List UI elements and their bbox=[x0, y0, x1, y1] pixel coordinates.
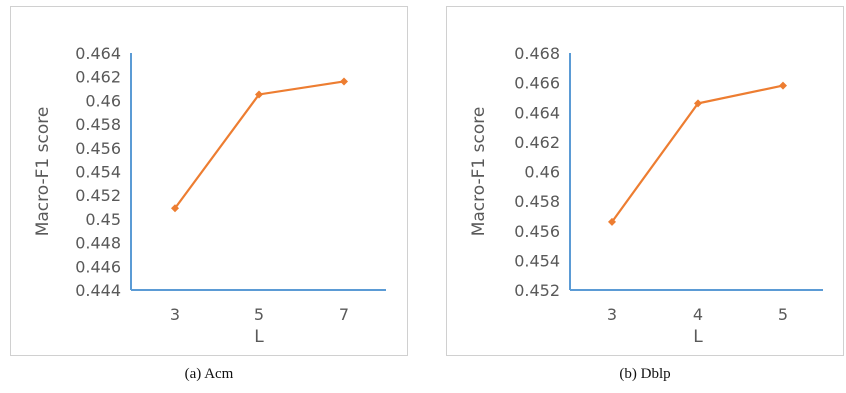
chart-a-series-line bbox=[174, 80, 345, 209]
chart-b-data-point bbox=[694, 99, 702, 108]
chart-a-y-tick-label: 0.448 bbox=[75, 234, 121, 253]
chart-b-y-tick-label: 0.462 bbox=[514, 133, 560, 152]
chart-a-y-tick-label: 0.452 bbox=[75, 186, 121, 205]
chart-b-x-tick-label: 4 bbox=[693, 305, 703, 324]
chart-b-data-point bbox=[608, 217, 616, 226]
chart-a-y-tick-label: 0.454 bbox=[75, 163, 121, 182]
chart-a-frame bbox=[10, 6, 408, 356]
caption-b: (b) Dblp bbox=[619, 366, 671, 382]
chart-b-frame bbox=[446, 6, 844, 356]
chart-b-x-axis-label: L bbox=[693, 327, 703, 347]
chart-a-data-point bbox=[171, 204, 179, 213]
chart-b-y-tick-label: 0.458 bbox=[514, 192, 560, 211]
chart-a-y-tick-label: 0.458 bbox=[75, 115, 121, 134]
chart-b-y-tick-label: 0.464 bbox=[514, 103, 560, 122]
chart-a-y-tick-label: 0.446 bbox=[75, 257, 121, 276]
chart-a-y-tick-label: 0.462 bbox=[75, 68, 121, 87]
chart-b-x-tick-label: 3 bbox=[607, 305, 617, 324]
chart-a: 0.444 0.446 0.448 0.45 0.452 0.454 0.456 0.458 0… bbox=[33, 44, 386, 347]
chart-a-y-tick-label: 0.444 bbox=[75, 281, 121, 300]
chart-b-y-tick-label: 0.468 bbox=[514, 44, 560, 63]
chart-b: 0.452 0.454 0.456 0.458 0.46 0.462 0.464 0.466 0… bbox=[469, 44, 823, 347]
chart-a-x-axis-label: L bbox=[254, 327, 264, 347]
chart-a-data-point bbox=[340, 77, 348, 86]
chart-a-y-tick-label: 0.45 bbox=[85, 210, 121, 229]
chart-a-data-point bbox=[255, 90, 263, 99]
chart-b-y-axis-label: Macro-F1 score bbox=[469, 107, 489, 237]
chart-a-x-tick-label: 3 bbox=[170, 305, 180, 324]
chart-a-y-axis-label: Macro-F1 score bbox=[33, 107, 53, 237]
chart-b-y-tick-label: 0.452 bbox=[514, 281, 560, 300]
caption-a: (a) Acm bbox=[184, 366, 234, 382]
chart-b-y-tick-label: 0.456 bbox=[514, 222, 560, 241]
chart-b-y-tick-label: 0.454 bbox=[514, 251, 560, 270]
chart-b-y-tick-label: 0.466 bbox=[514, 74, 560, 93]
chart-a-y-tick-label: 0.464 bbox=[75, 44, 121, 63]
chart-a-y-tick-label: 0.46 bbox=[85, 91, 121, 110]
chart-b-y-tick-label: 0.46 bbox=[524, 163, 560, 182]
chart-a-x-tick-label: 7 bbox=[339, 305, 349, 324]
chart-b-data-point bbox=[779, 81, 787, 90]
chart-a-x-tick-label: 5 bbox=[254, 305, 264, 324]
chart-b-x-tick-label: 5 bbox=[778, 305, 788, 324]
chart-a-y-tick-label: 0.456 bbox=[75, 139, 121, 158]
